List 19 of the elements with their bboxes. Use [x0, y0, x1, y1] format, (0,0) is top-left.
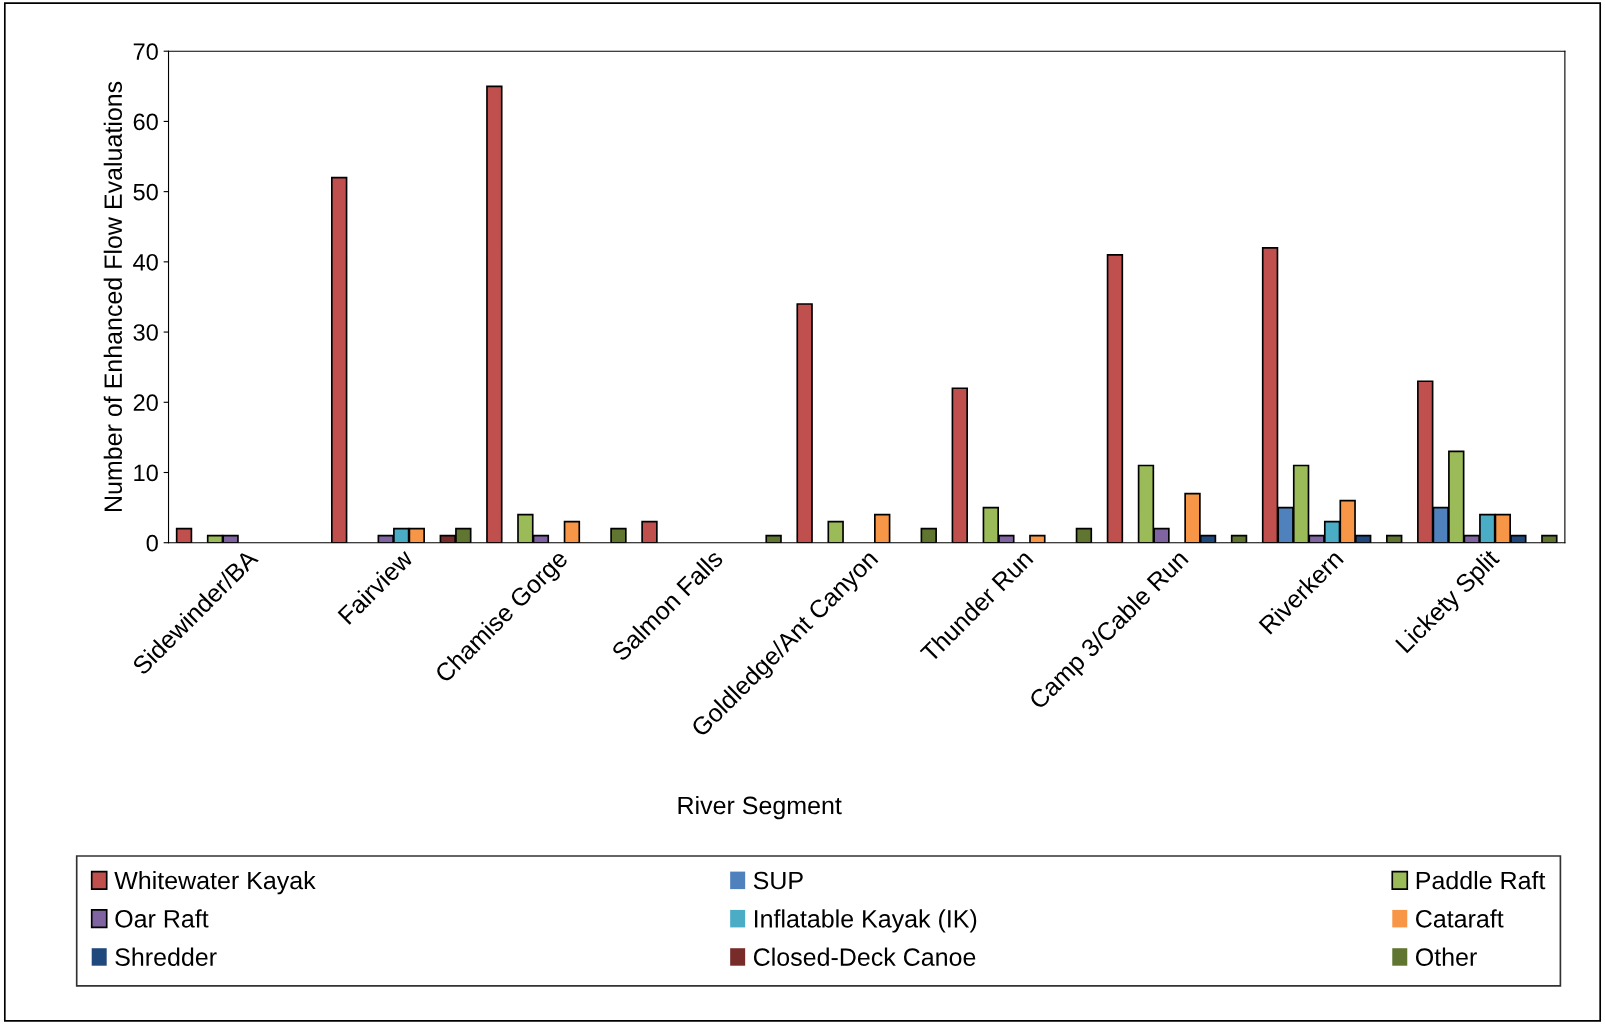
legend-label: Closed-Deck Canoe: [753, 947, 976, 966]
y-tick-label: 40: [133, 253, 158, 271]
legend-label: Inflatable Kayak (IK): [754, 909, 977, 933]
legend-label: Paddle Raft: [1416, 870, 1546, 890]
y-tick-label: 20: [133, 394, 158, 412]
legend-label: Other: [1415, 947, 1477, 966]
y-tick-label: 50: [133, 183, 158, 201]
legend-label: Oar Raft: [115, 909, 209, 928]
legend-label: Whitewater Kayak: [114, 870, 316, 895]
legend-label: Cataraft: [1416, 909, 1504, 928]
legend-label: SUP: [753, 871, 803, 890]
x-axis-title: River Segment: [678, 795, 842, 820]
y-axis-title: Number of Enhanced Flow Evaluations: [103, 81, 123, 511]
y-tick-label: 30: [133, 324, 158, 341]
y-tick-label: 10: [134, 464, 158, 482]
y-tick-label: 60: [133, 113, 158, 131]
legend-label: Shredder: [115, 947, 217, 966]
y-tick-label: 70: [133, 43, 158, 60]
y-tick-label: 0: [146, 534, 158, 552]
